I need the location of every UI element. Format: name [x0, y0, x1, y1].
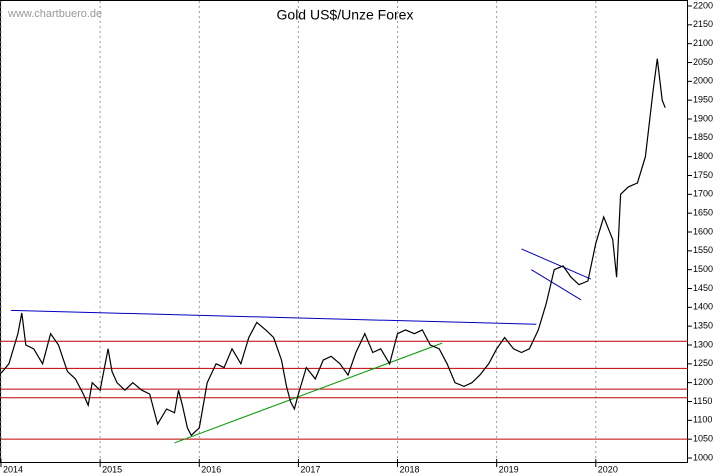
- y-tick-label: 2050: [693, 57, 713, 67]
- x-tick-label: 2015: [102, 464, 122, 474]
- y-tick-label: 1250: [693, 358, 713, 368]
- chart-title: Gold US$/Unze Forex: [277, 7, 414, 23]
- y-tick-label: 1600: [693, 226, 713, 236]
- x-tick-label: 2020: [598, 464, 618, 474]
- y-tick-label: 1750: [693, 170, 713, 180]
- x-tick-label: 2018: [400, 464, 420, 474]
- y-tick-label: 1550: [693, 245, 713, 255]
- y-tick-label: 1800: [693, 151, 713, 161]
- trend-line: [174, 342, 443, 444]
- x-tick-label: 2014: [3, 464, 23, 474]
- y-tick-label: 1350: [693, 321, 713, 331]
- watermark: www.chartbuero.de: [7, 8, 102, 20]
- y-tick-label: 1150: [693, 396, 712, 406]
- y-tick-label: 1900: [693, 113, 713, 123]
- y-tick-label: 1950: [693, 95, 713, 105]
- y-tick-label: 1700: [693, 189, 713, 199]
- x-tick-label: 2016: [201, 464, 221, 474]
- price-line: [0, 58, 666, 437]
- trend-line: [521, 248, 592, 280]
- y-tick-label: 2200: [693, 0, 713, 10]
- plot-frame: [0, 0, 688, 463]
- y-tick-label: 1050: [693, 434, 713, 444]
- y-tick-label: 1500: [693, 264, 713, 274]
- y-tick-label: 1450: [693, 283, 713, 293]
- trend-line: [531, 269, 582, 301]
- trend-line: [10, 309, 537, 325]
- y-tick-label: 1650: [693, 208, 713, 218]
- y-tick-label: 2100: [693, 38, 713, 48]
- y-tick-label: 1100: [693, 415, 712, 425]
- y-tick-label: 2150: [693, 19, 713, 29]
- y-tick-label: 1300: [693, 339, 713, 349]
- y-tick-label: 1000: [693, 452, 713, 462]
- y-tick-label: 1200: [693, 377, 713, 387]
- x-tick-label: 2019: [499, 464, 519, 474]
- y-tick-label: 1400: [693, 302, 713, 312]
- y-tick-label: 2000: [693, 76, 713, 86]
- y-tick-label: 1850: [693, 132, 713, 142]
- x-tick-label: 2017: [300, 464, 320, 474]
